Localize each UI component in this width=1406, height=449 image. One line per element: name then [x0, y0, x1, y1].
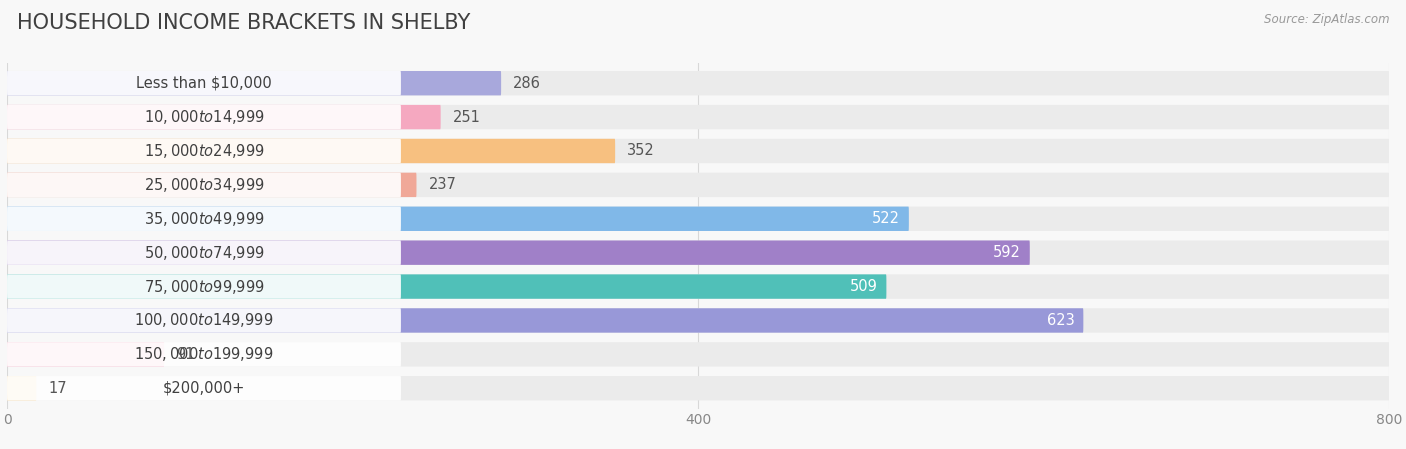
FancyBboxPatch shape: [7, 241, 1029, 265]
Text: 592: 592: [993, 245, 1021, 260]
FancyBboxPatch shape: [7, 241, 401, 265]
FancyBboxPatch shape: [7, 71, 501, 95]
FancyBboxPatch shape: [7, 342, 1389, 366]
Text: 237: 237: [429, 177, 457, 192]
Text: $100,000 to $149,999: $100,000 to $149,999: [134, 312, 274, 330]
FancyBboxPatch shape: [7, 139, 401, 163]
Text: 17: 17: [48, 381, 67, 396]
FancyBboxPatch shape: [7, 173, 401, 197]
FancyBboxPatch shape: [7, 105, 401, 129]
Text: HOUSEHOLD INCOME BRACKETS IN SHELBY: HOUSEHOLD INCOME BRACKETS IN SHELBY: [17, 13, 470, 34]
FancyBboxPatch shape: [7, 376, 37, 401]
FancyBboxPatch shape: [7, 308, 1389, 333]
Text: 623: 623: [1047, 313, 1074, 328]
Text: $15,000 to $24,999: $15,000 to $24,999: [143, 142, 264, 160]
Text: $35,000 to $49,999: $35,000 to $49,999: [143, 210, 264, 228]
FancyBboxPatch shape: [7, 105, 1389, 129]
Text: $150,000 to $199,999: $150,000 to $199,999: [134, 345, 274, 363]
Text: Less than $10,000: Less than $10,000: [136, 76, 271, 91]
FancyBboxPatch shape: [7, 207, 1389, 231]
FancyBboxPatch shape: [7, 173, 1389, 197]
FancyBboxPatch shape: [7, 308, 401, 333]
FancyBboxPatch shape: [7, 274, 886, 299]
Text: Source: ZipAtlas.com: Source: ZipAtlas.com: [1264, 13, 1389, 26]
Text: $25,000 to $34,999: $25,000 to $34,999: [143, 176, 264, 194]
FancyBboxPatch shape: [7, 274, 401, 299]
Text: 352: 352: [627, 144, 655, 158]
FancyBboxPatch shape: [7, 207, 401, 231]
Text: $75,000 to $99,999: $75,000 to $99,999: [143, 277, 264, 295]
Text: 251: 251: [453, 110, 481, 124]
FancyBboxPatch shape: [7, 342, 165, 366]
FancyBboxPatch shape: [7, 105, 440, 129]
FancyBboxPatch shape: [7, 207, 908, 231]
Text: 509: 509: [849, 279, 877, 294]
FancyBboxPatch shape: [7, 71, 1389, 95]
Text: $50,000 to $74,999: $50,000 to $74,999: [143, 244, 264, 262]
Text: 91: 91: [176, 347, 195, 362]
FancyBboxPatch shape: [7, 139, 616, 163]
FancyBboxPatch shape: [7, 173, 416, 197]
FancyBboxPatch shape: [7, 139, 1389, 163]
Text: $200,000+: $200,000+: [163, 381, 245, 396]
FancyBboxPatch shape: [7, 342, 401, 366]
FancyBboxPatch shape: [7, 376, 401, 401]
FancyBboxPatch shape: [7, 308, 1084, 333]
FancyBboxPatch shape: [7, 274, 1389, 299]
FancyBboxPatch shape: [7, 376, 1389, 401]
Text: 522: 522: [872, 211, 900, 226]
FancyBboxPatch shape: [7, 71, 401, 95]
Text: 286: 286: [513, 76, 541, 91]
FancyBboxPatch shape: [7, 241, 1389, 265]
Text: $10,000 to $14,999: $10,000 to $14,999: [143, 108, 264, 126]
